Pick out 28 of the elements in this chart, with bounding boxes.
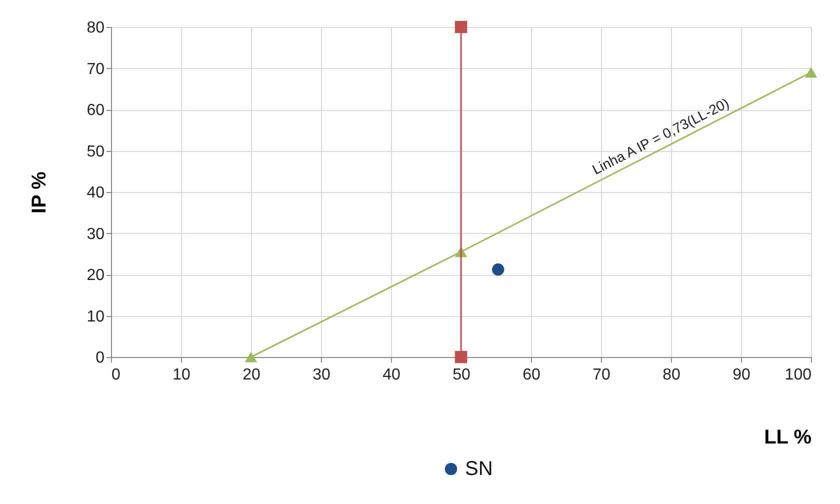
x-tick-label: 40: [382, 366, 400, 384]
x-tick-label: 80: [662, 366, 680, 384]
point: [244, 352, 258, 362]
y-tick-label: 60: [86, 102, 105, 119]
y-tick-label: 80: [86, 20, 105, 36]
x-tick-label: 70: [592, 366, 610, 384]
x-tick-label: 100: [784, 366, 812, 384]
y-tick-label: 20: [86, 267, 105, 284]
point: [454, 350, 468, 364]
x-tick-label: 0: [112, 366, 120, 384]
x-tick-label: 10: [172, 366, 190, 384]
point: [492, 263, 504, 276]
x-tick-label: 20: [242, 366, 260, 384]
point: [804, 67, 818, 78]
x-axis-title: LL %: [764, 426, 812, 448]
y-tick-label: 0: [96, 350, 105, 366]
x-tick-label: 30: [312, 366, 330, 384]
x-tick-label: 60: [522, 366, 540, 384]
y-tick-label: 30: [86, 226, 105, 243]
y-tick-label: 10: [86, 308, 105, 326]
y-axis-title: IP %: [28, 171, 50, 214]
x-tick-label: 50: [452, 366, 470, 384]
y-tick-label: 50: [86, 143, 105, 160]
y-tick-label: 70: [86, 60, 105, 78]
y-tick-label: 40: [86, 184, 105, 202]
legend-label: SN: [465, 458, 493, 480]
point: [454, 20, 468, 34]
x-tick-label: 90: [732, 366, 750, 384]
